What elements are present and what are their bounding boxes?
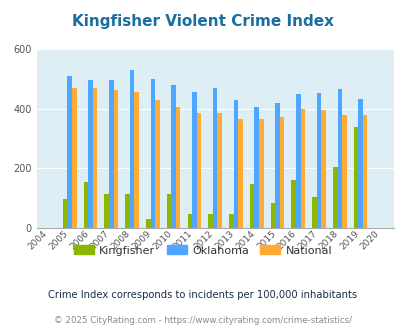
Bar: [291, 180, 295, 228]
Bar: [187, 214, 192, 228]
Bar: [150, 79, 155, 228]
Bar: [228, 214, 233, 228]
Bar: [192, 92, 196, 228]
Bar: [134, 92, 139, 228]
Bar: [208, 214, 212, 228]
Text: Kingfisher Violent Crime Index: Kingfisher Violent Crime Index: [72, 14, 333, 29]
Bar: [358, 99, 362, 228]
Bar: [300, 109, 305, 228]
Bar: [337, 89, 341, 228]
Bar: [341, 115, 346, 228]
Bar: [212, 87, 217, 228]
Bar: [88, 80, 93, 228]
Bar: [171, 84, 175, 228]
Bar: [362, 115, 367, 228]
Bar: [63, 199, 67, 228]
Bar: [295, 94, 300, 228]
Bar: [332, 167, 337, 228]
Bar: [175, 107, 180, 228]
Bar: [320, 110, 325, 228]
Bar: [146, 219, 150, 228]
Bar: [83, 182, 88, 228]
Bar: [104, 194, 109, 228]
Legend: Kingfisher, Oklahoma, National: Kingfisher, Oklahoma, National: [69, 241, 336, 260]
Bar: [72, 88, 77, 228]
Bar: [130, 70, 134, 228]
Text: © 2025 CityRating.com - https://www.cityrating.com/crime-statistics/: © 2025 CityRating.com - https://www.city…: [54, 316, 351, 325]
Bar: [279, 117, 283, 228]
Bar: [353, 127, 358, 228]
Bar: [275, 103, 279, 228]
Bar: [67, 76, 72, 228]
Bar: [125, 194, 130, 228]
Bar: [93, 87, 97, 228]
Bar: [249, 184, 254, 228]
Bar: [238, 119, 242, 228]
Bar: [196, 113, 201, 228]
Bar: [311, 197, 316, 228]
Bar: [217, 113, 222, 228]
Bar: [254, 107, 258, 228]
Bar: [166, 194, 171, 228]
Bar: [258, 119, 263, 228]
Text: Crime Index corresponds to incidents per 100,000 inhabitants: Crime Index corresponds to incidents per…: [48, 290, 357, 300]
Bar: [316, 92, 320, 228]
Bar: [155, 100, 159, 228]
Bar: [233, 100, 238, 228]
Bar: [109, 80, 113, 228]
Bar: [270, 203, 275, 228]
Bar: [113, 89, 118, 228]
